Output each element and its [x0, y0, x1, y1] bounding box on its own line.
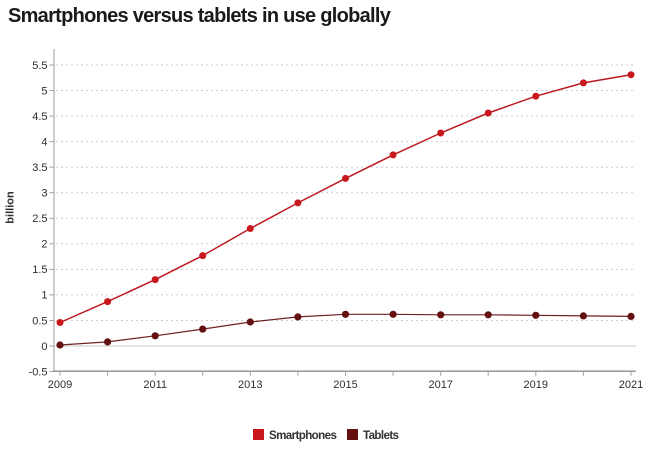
svg-text:1: 1 [41, 290, 47, 302]
svg-text:5.5: 5.5 [32, 60, 47, 72]
svg-text:3: 3 [41, 188, 47, 200]
svg-text:2019: 2019 [524, 379, 548, 391]
svg-text:billion: billion [5, 191, 17, 224]
svg-text:-0.5: -0.5 [29, 366, 48, 378]
svg-text:2013: 2013 [238, 379, 262, 391]
svg-text:1.5: 1.5 [32, 264, 47, 276]
svg-text:4: 4 [41, 136, 47, 148]
svg-text:2009: 2009 [48, 379, 72, 391]
svg-text:2: 2 [41, 239, 47, 251]
svg-text:0: 0 [41, 341, 47, 353]
svg-text:2011: 2011 [143, 379, 167, 391]
svg-text:4.5: 4.5 [32, 111, 47, 123]
svg-text:3.5: 3.5 [32, 162, 47, 174]
svg-text:2021: 2021 [619, 379, 643, 391]
svg-text:2017: 2017 [428, 379, 452, 391]
svg-text:2.5: 2.5 [32, 213, 47, 225]
svg-text:2015: 2015 [333, 379, 357, 391]
svg-text:5: 5 [41, 85, 47, 97]
svg-text:0.5: 0.5 [32, 315, 47, 327]
